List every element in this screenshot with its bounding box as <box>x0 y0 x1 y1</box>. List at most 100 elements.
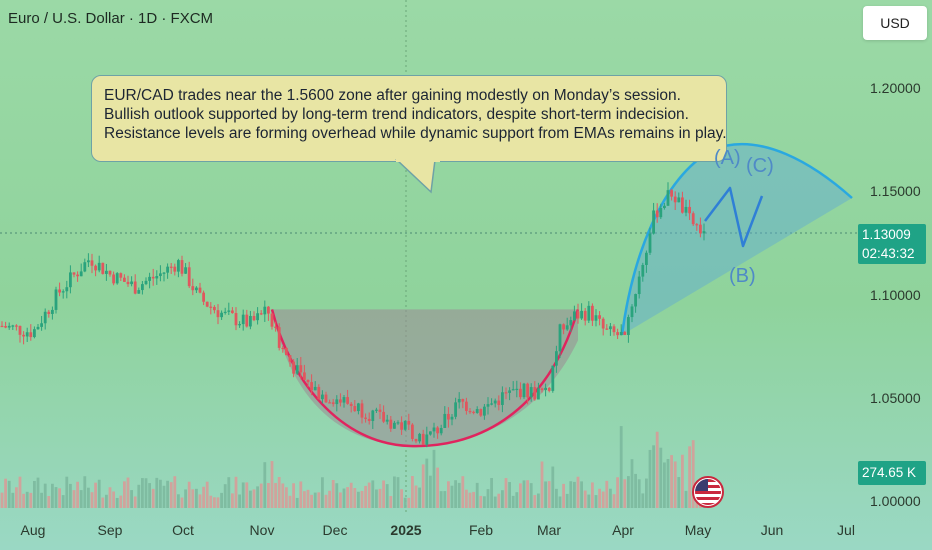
candle-body <box>483 406 486 416</box>
candle-body <box>684 206 688 213</box>
volume-bar <box>72 490 76 508</box>
candle-body <box>18 325 22 335</box>
candle-body <box>486 404 490 407</box>
volume-bar <box>267 482 270 508</box>
x-axis-tick: Oct <box>172 522 194 538</box>
candle-body <box>79 271 83 277</box>
candle-body <box>637 276 641 295</box>
candle-body <box>407 420 411 425</box>
volume-bar <box>133 496 137 508</box>
volume-bar <box>569 481 573 508</box>
volume-bar <box>475 482 479 508</box>
candle-body <box>328 402 331 404</box>
candle-body <box>205 301 209 307</box>
volume-bar <box>630 459 634 508</box>
volume-bar <box>43 483 47 508</box>
candle-body <box>529 387 533 398</box>
candle-body <box>382 411 385 422</box>
volume-bar <box>238 494 241 508</box>
candle-body <box>342 397 346 403</box>
candle-body <box>54 289 58 310</box>
candle-body <box>256 313 259 321</box>
candle-body <box>702 231 706 234</box>
candle-body <box>47 311 51 314</box>
volume-bar <box>371 480 375 508</box>
callout-line: Resistance levels are forming overhead w… <box>104 125 727 142</box>
candle-body <box>479 409 483 416</box>
x-axis-tick: May <box>684 522 712 538</box>
candle-body <box>0 325 4 328</box>
volume-bar <box>468 492 472 508</box>
candle-body <box>699 224 702 234</box>
volume-bar <box>414 485 418 508</box>
volume-bar <box>652 445 655 508</box>
volume-bar <box>483 496 486 508</box>
candle-body <box>551 365 555 391</box>
volume-bar <box>421 464 425 508</box>
candle-body <box>223 311 227 314</box>
y-axis-tick: 1.00000 <box>870 493 921 509</box>
volume-bar <box>515 492 519 508</box>
candle-body <box>583 310 587 321</box>
candle-body <box>141 284 144 291</box>
volume-bar <box>364 485 367 508</box>
wave-label-b: (B) <box>729 265 756 287</box>
volume-bar <box>249 490 252 508</box>
volume-bar <box>137 484 141 508</box>
candle-body <box>439 427 443 434</box>
volume-bar <box>457 482 461 508</box>
candle-body <box>393 422 396 429</box>
candle-body <box>666 190 670 206</box>
volume-bar <box>130 490 133 508</box>
volume-bar <box>166 480 169 508</box>
volume-bar <box>4 478 7 508</box>
volume-bar <box>115 497 119 508</box>
candle-body <box>472 411 475 414</box>
candle-body <box>436 427 439 434</box>
volume-bar <box>18 476 22 508</box>
us-flag-icon[interactable] <box>692 476 724 508</box>
volume-bar <box>159 479 162 508</box>
volume-bar <box>540 461 544 508</box>
volume-bar <box>119 495 123 508</box>
volume-bar <box>439 491 443 508</box>
volume-bar <box>223 484 227 508</box>
candle-body <box>15 325 18 327</box>
symbol-title[interactable]: Euro / U.S. Dollar · 1D · FXCM <box>8 10 214 27</box>
candle-body <box>378 409 382 412</box>
candle-body <box>295 365 299 374</box>
volume-bar <box>245 482 249 508</box>
candle-body <box>468 410 472 413</box>
volume-bar <box>576 476 580 508</box>
volume-bar <box>277 477 281 508</box>
candle-body <box>429 431 432 435</box>
currency-button[interactable]: USD <box>863 6 927 40</box>
candle-body <box>504 392 508 394</box>
volume-bar <box>641 493 645 508</box>
candle-body <box>418 433 421 442</box>
candle-countdown: 02:43:32 <box>862 246 915 261</box>
volume-bar <box>292 483 295 508</box>
volume-bar <box>551 466 555 508</box>
candle-body <box>562 324 565 330</box>
volume-bar <box>29 492 33 508</box>
volume-bar <box>155 477 159 508</box>
candle-body <box>490 403 493 405</box>
volume-bar <box>396 477 400 508</box>
candle-body <box>101 262 105 274</box>
volume-bar <box>259 483 263 508</box>
volume-bar <box>90 492 94 508</box>
volume-bar <box>306 489 310 508</box>
candle-body <box>339 399 342 403</box>
candle-body <box>83 262 87 272</box>
candle-body <box>623 331 627 335</box>
candle-body <box>630 306 634 318</box>
volume-bar <box>162 485 166 508</box>
candle-body <box>587 305 591 321</box>
candle-body <box>115 273 119 284</box>
candle-body <box>94 265 97 271</box>
candle-body <box>213 306 216 311</box>
volume-bar <box>169 482 173 508</box>
